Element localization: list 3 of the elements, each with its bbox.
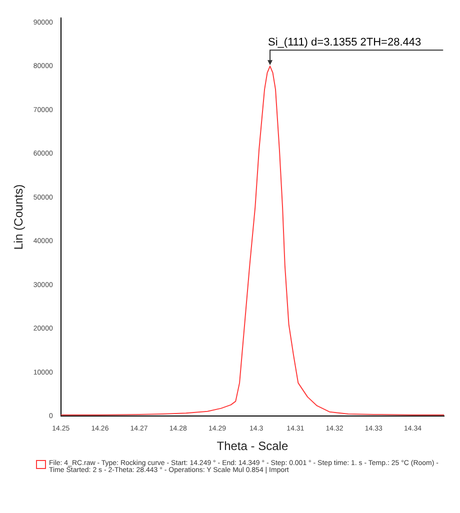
- annotation: Si_(111) d=3.1355 2TH=28.443: [268, 36, 422, 49]
- y-axis-title: Lin (Counts): [12, 184, 26, 250]
- x-axis-title: Theta - Scale: [216, 439, 288, 454]
